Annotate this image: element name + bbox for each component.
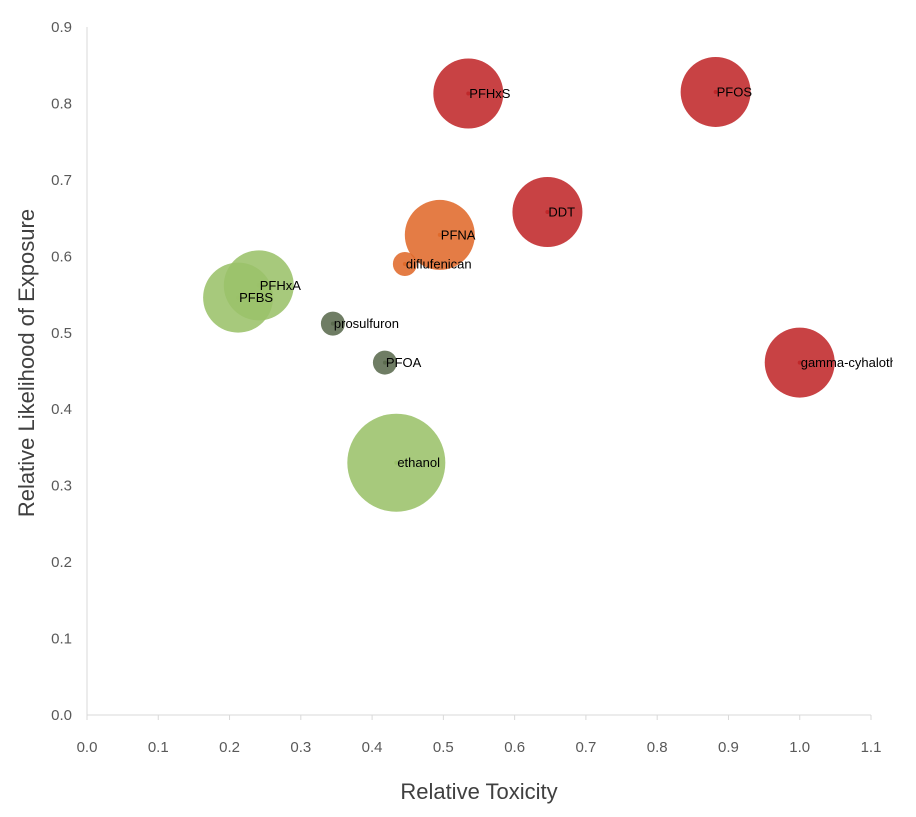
- axes: 0.0 0.1 0.2 0.3 0.4 0.5 0.6 0.7 0.8 0.9 1.0 1.1 0.0 0…: [51, 19, 881, 756]
- data-label: PFNA: [441, 227, 476, 242]
- data-label: DDT: [548, 204, 575, 219]
- x-tick-label: 0.2: [219, 739, 240, 756]
- data-label: PFOA: [386, 355, 422, 370]
- x-axis-title: Relative Toxicity: [400, 779, 557, 804]
- data-label: PFOS: [717, 84, 753, 99]
- x-tick-label: 0.6: [504, 739, 525, 756]
- data-label: gamma-cyhalothrin: [801, 355, 912, 370]
- bubble-center-dot: [466, 91, 471, 96]
- bubble-center-dot: [713, 89, 718, 94]
- y-tick-label: 0.3: [51, 478, 72, 495]
- bubble-center-dot: [394, 460, 399, 465]
- bubble-center-dot: [330, 321, 335, 326]
- data-label: prosulfuron: [334, 316, 399, 331]
- y-tick-label: 0.9: [51, 19, 72, 36]
- y-tick-label: 0.2: [51, 554, 72, 571]
- y-tick-label: 0.1: [51, 631, 72, 648]
- bubble-center-dot: [256, 283, 261, 288]
- y-tick-label: 0.7: [51, 172, 72, 189]
- bubble-center-dot: [437, 232, 442, 237]
- y-tick-label: 0.6: [51, 248, 72, 265]
- data-label: PFHxS: [469, 86, 511, 101]
- bubble-center-dot: [402, 261, 407, 266]
- x-tick-label: 0.1: [148, 739, 169, 756]
- y-tick-label: 0.4: [51, 401, 72, 418]
- bubble-center-dot: [382, 360, 387, 365]
- x-tick-label: 0.7: [575, 739, 596, 756]
- x-tick-label: 0.0: [77, 739, 98, 756]
- data-label: ethanol: [397, 455, 440, 470]
- bubble-center-dot: [236, 295, 241, 300]
- bubble-center-dot: [797, 360, 802, 365]
- x-tick-label: 0.4: [362, 739, 383, 756]
- data-label: PFBS: [239, 290, 273, 305]
- y-tick-label: 0.8: [51, 95, 72, 112]
- bubble-center-dot: [545, 209, 550, 214]
- data-label: PFHxA: [260, 278, 302, 293]
- y-axis-title: Relative Likelihood of Exposure: [14, 209, 39, 517]
- data-label: diflufenican: [406, 256, 472, 271]
- y-tick-label: 0.5: [51, 325, 72, 342]
- x-tick-label: 0.5: [433, 739, 454, 756]
- x-tick-label: 0.8: [647, 739, 668, 756]
- x-tick-label: 0.9: [718, 739, 739, 756]
- x-tick-label: 1.0: [789, 739, 810, 756]
- axis-titles: Relative Toxicity Relative Likelihood of…: [14, 209, 558, 804]
- x-tick-label: 1.1: [861, 739, 882, 756]
- y-tick-label: 0.0: [51, 707, 72, 724]
- x-tick-label: 0.3: [290, 739, 311, 756]
